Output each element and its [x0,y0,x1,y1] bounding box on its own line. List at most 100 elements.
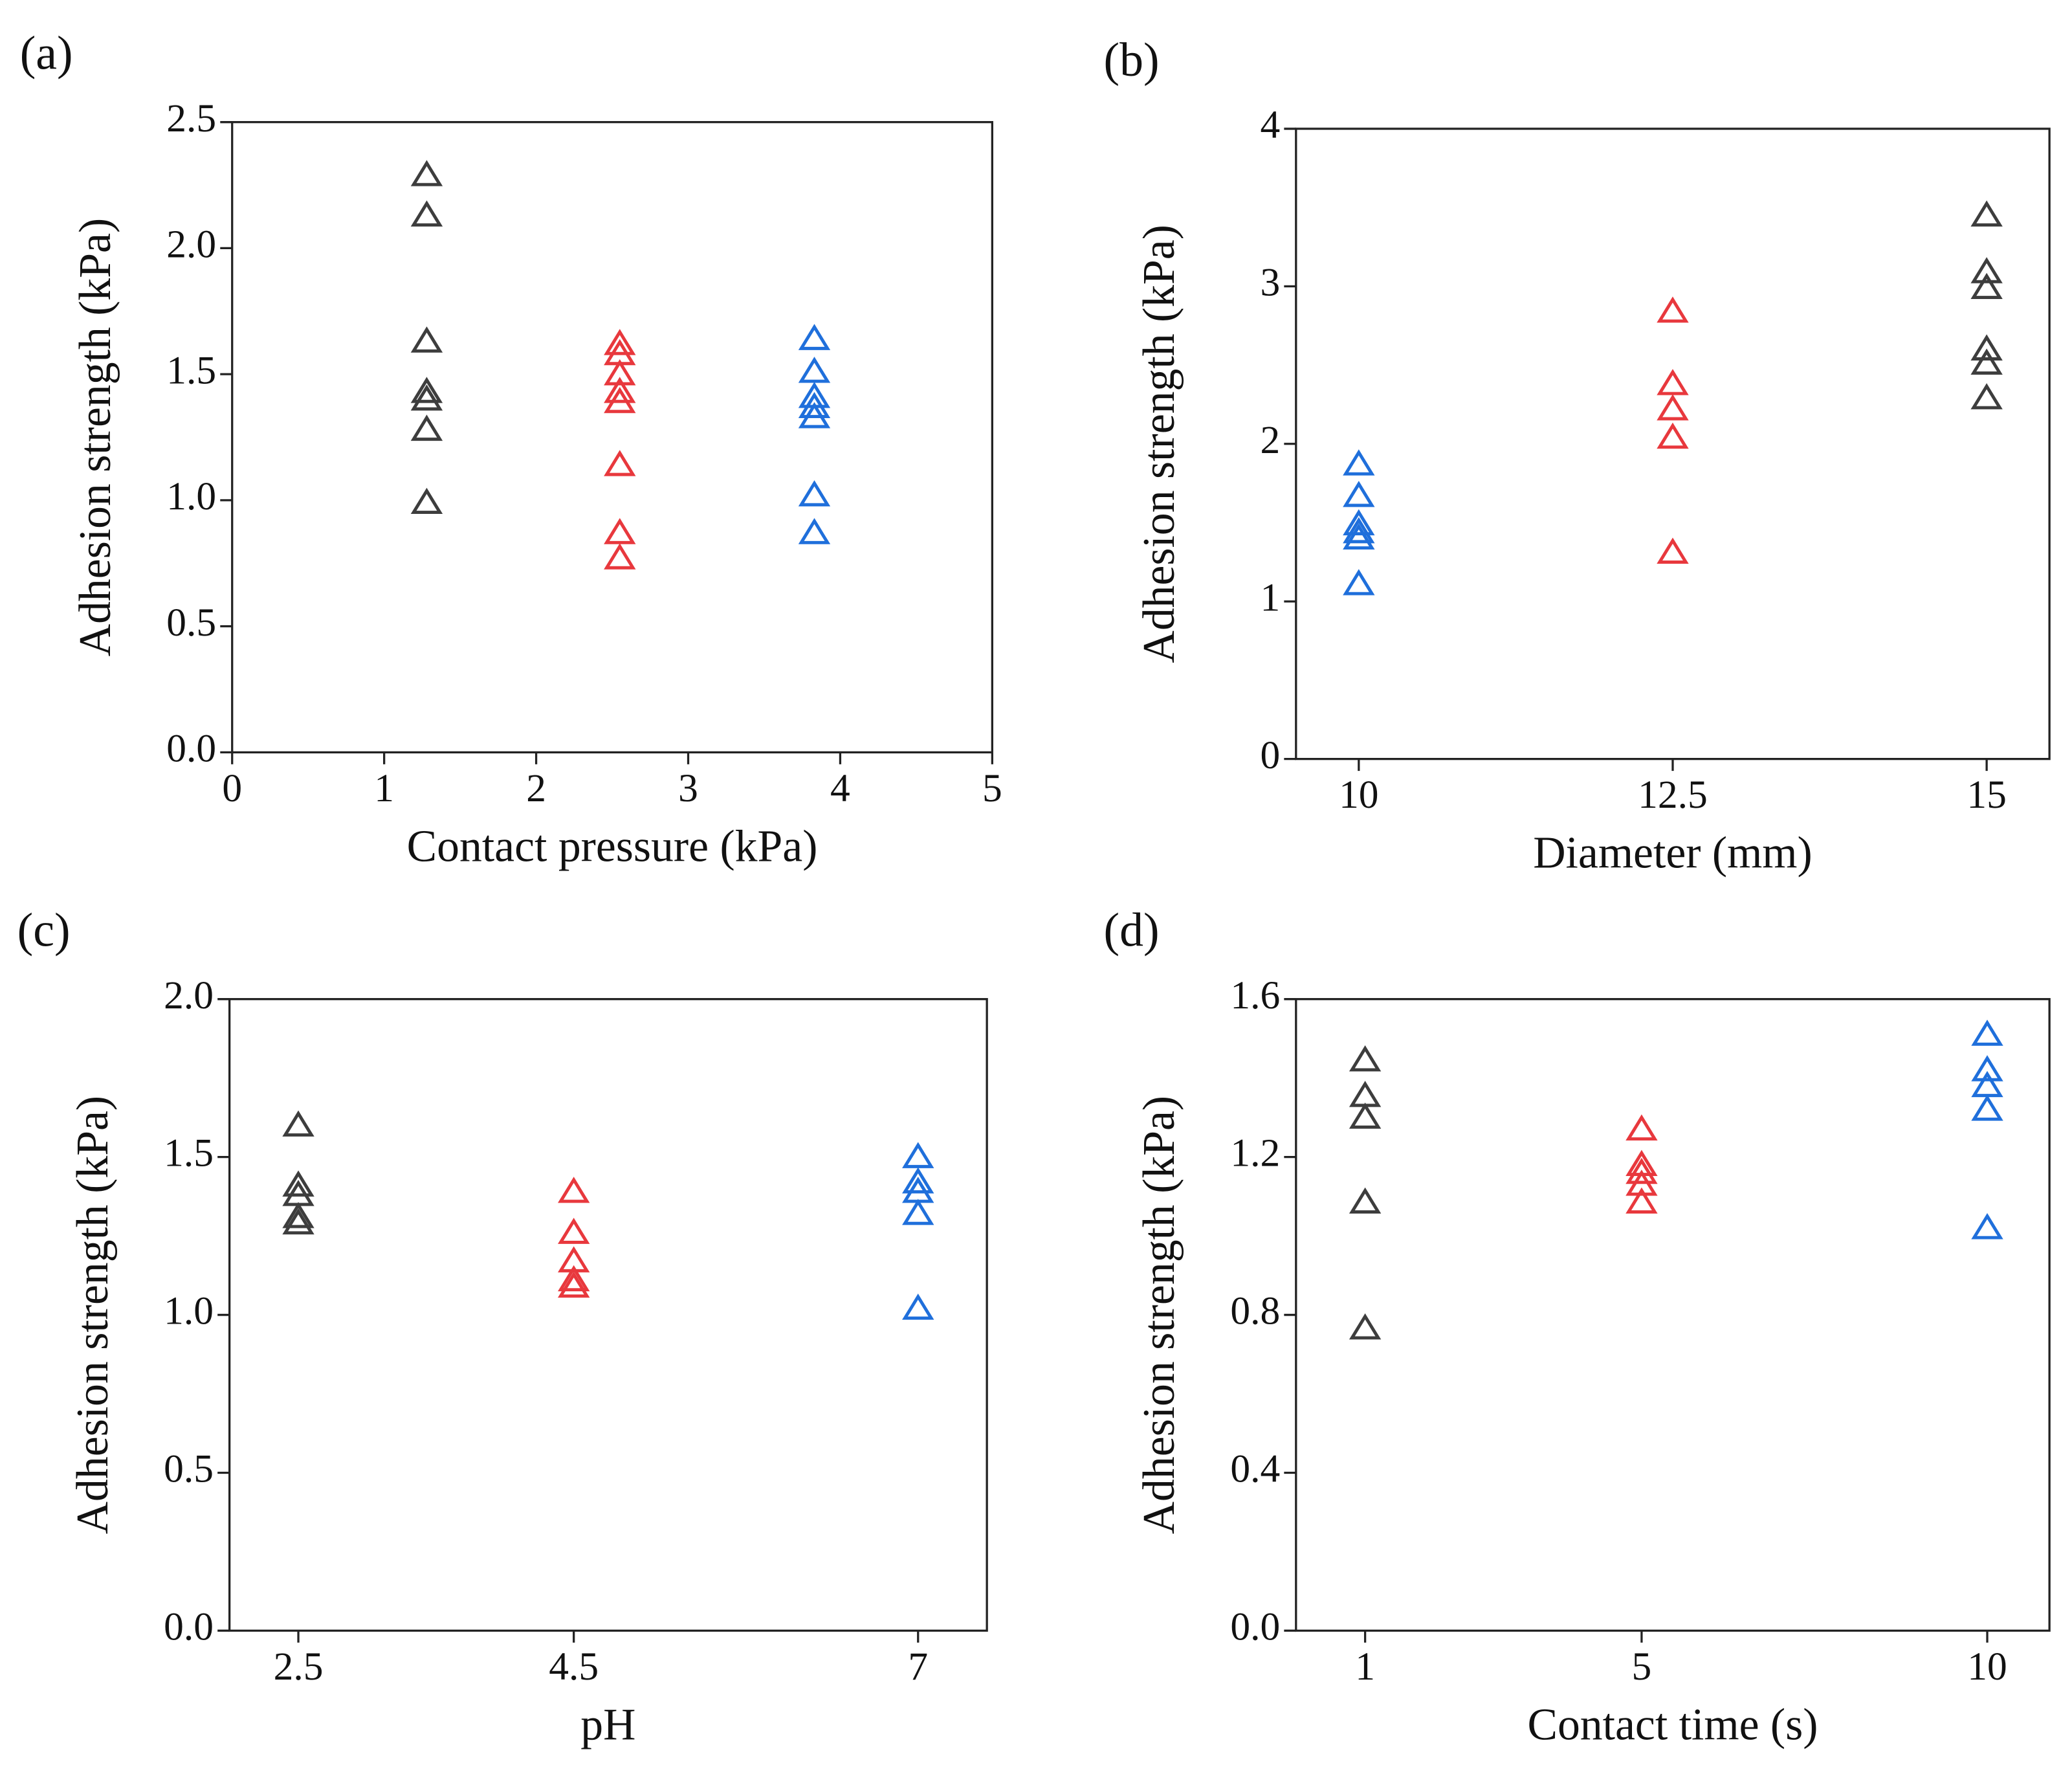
triangle-marker [1657,422,1689,449]
x-tick-label: 10 [1339,773,1378,817]
plot-frame [231,121,993,754]
triangle-marker [798,518,831,544]
x-tick-label: 12.5 [1638,773,1708,817]
y-axis-label: Adhesion strength (kPa) [1134,225,1184,663]
x-tick-label: 0 [222,766,242,810]
triangle-marker [604,543,636,570]
triangle-marker [410,200,443,227]
triangle-marker [902,1199,934,1225]
triangle-marker [282,1202,314,1228]
x-tick-label: 5 [982,766,1002,810]
triangle-marker [410,414,443,441]
triangle-marker [282,1110,314,1137]
triangle-marker [1349,1045,1382,1072]
triangle-marker [604,329,636,355]
triangle-marker [410,160,443,186]
triangle-marker [1349,1187,1382,1214]
x-tick-label: 4 [830,766,850,810]
triangle-marker [604,386,636,414]
y-tick-label: 1.6 [1230,973,1280,1017]
y-tick-label: 0.0 [1230,1605,1280,1649]
x-tick-label: 10 [1967,1645,2007,1689]
triangle-marker [604,518,636,544]
triangle-marker [558,1177,590,1203]
triangle-marker [1971,1055,2003,1082]
y-tick-label: 2.5 [166,96,216,140]
y-tick-label: 3 [1260,260,1280,304]
x-tick-label: 7 [908,1645,928,1689]
triangle-marker [410,377,443,403]
triangle-marker [1626,1114,1658,1141]
triangle-marker [604,359,636,386]
triangle-marker [1343,449,1375,476]
triangle-marker [1657,537,1689,564]
triangle-marker [1343,523,1375,550]
panel-label: (d) [1104,904,1160,957]
x-tick-label: 2 [526,766,546,810]
x-tick-label: 2.5 [274,1645,324,1689]
y-tick-label: 4 [1260,103,1280,147]
triangle-marker [798,480,831,507]
triangle-marker [1626,1170,1658,1196]
triangle-marker [1970,257,2003,283]
y-tick-label: 1.0 [166,474,216,518]
y-tick-label: 0.0 [164,1605,214,1649]
triangle-marker [282,1208,314,1235]
triangle-marker [410,487,443,515]
triangle-marker [1626,1187,1658,1214]
triangle-marker [1970,272,2003,300]
triangle-marker [604,450,636,476]
triangle-marker [410,326,443,353]
y-axis-label: Adhesion strength (kPa) [68,1096,118,1534]
y-tick-label: 2 [1260,418,1280,462]
y-tick-label: 1.5 [164,1131,214,1175]
y-axis-label: Adhesion strength (kPa) [71,218,120,656]
triangle-marker [558,1217,590,1244]
triangle-marker [1657,369,1689,395]
triangle-marker [1349,1313,1382,1340]
y-tick-label: 1 [1260,575,1280,619]
y-tick-label: 0.0 [166,727,216,771]
triangle-marker [1971,1094,2003,1121]
y-axis-label: Adhesion strength (kPa) [1134,1096,1184,1534]
triangle-marker [1657,296,1689,323]
y-tick-label: 0 [1260,733,1280,777]
x-axis-label: Contact pressure (kPa) [407,821,818,871]
y-tick-label: 0.5 [166,601,216,645]
triangle-marker [1626,1157,1658,1184]
triangle-marker [1343,509,1375,536]
triangle-marker [558,1271,590,1298]
triangle-marker [1971,1071,2003,1098]
triangle-marker [1971,1213,2003,1239]
triangle-marker [902,1167,934,1193]
triangle-marker [558,1265,590,1292]
triangle-marker [1657,394,1689,421]
x-tick-label: 1 [1355,1645,1375,1689]
x-tick-label: 15 [1967,773,2006,817]
triangle-marker [798,402,831,428]
plot-frame [1295,128,2051,760]
triangle-marker [1343,569,1375,595]
y-tick-label: 1.0 [164,1289,214,1333]
x-tick-label: 1 [374,766,394,810]
triangle-marker [1349,1080,1382,1107]
y-tick-label: 0.5 [164,1447,214,1491]
triangle-marker [1343,480,1375,507]
triangle-marker [1970,334,2003,361]
triangle-marker [902,1142,934,1168]
x-axis-label: pH [580,1700,635,1750]
triangle-marker [1343,516,1375,544]
triangle-marker [1970,200,2003,227]
x-tick-label: 5 [1632,1645,1652,1689]
y-tick-label: 2.0 [164,973,214,1017]
triangle-marker [1971,1019,2003,1046]
x-tick-label: 4.5 [549,1645,599,1689]
panel-label: (a) [20,27,73,80]
triangle-marker [1349,1102,1382,1129]
triangle-marker [798,392,831,419]
plot-frame [228,998,988,1632]
x-axis-label: Contact time (s) [1527,1700,1818,1750]
y-tick-label: 2.0 [166,223,216,267]
